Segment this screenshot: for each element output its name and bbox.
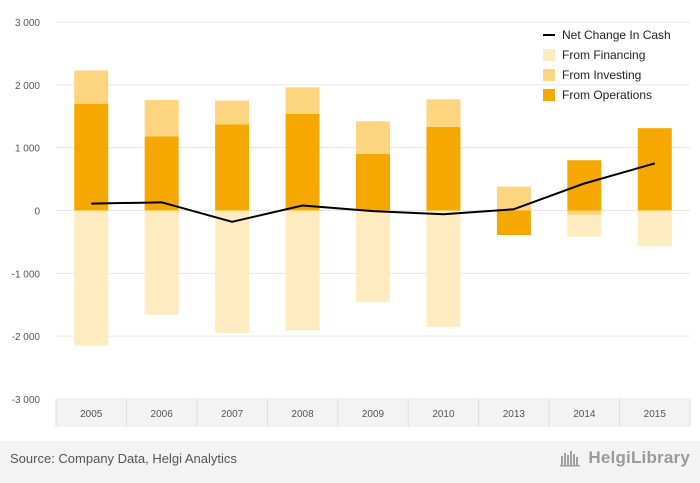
y-tick-label: -1 000 (12, 269, 41, 280)
x-tick-label: 2005 (80, 409, 103, 420)
bar-from-financing-2010[interactable] (426, 210, 461, 327)
y-tick-label: -2 000 (12, 332, 41, 343)
x-tick-label: 2014 (573, 409, 596, 420)
y-tick-label: 2 000 (15, 81, 40, 92)
bar-from-financing-2006[interactable] (144, 210, 179, 315)
legend-square-swatch (543, 49, 555, 61)
bar-from-investing-2013[interactable] (496, 186, 531, 211)
bar-from-operations-2005[interactable] (74, 103, 109, 211)
footer: Source: Company Data, Helgi Analytics He… (0, 441, 700, 483)
bar-from-financing-2008[interactable] (285, 210, 320, 331)
x-tick-label: 2007 (221, 409, 244, 420)
y-tick-label: 3 000 (15, 18, 40, 29)
brand-name: HelgiLibrary (588, 448, 690, 467)
bar-from-operations-2009[interactable] (356, 153, 390, 211)
bar-from-operations-2015[interactable] (637, 128, 672, 211)
x-tick-label: 2010 (432, 409, 455, 420)
bar-from-financing-2015[interactable] (637, 210, 672, 247)
x-tick-label: 2013 (503, 409, 526, 420)
legend-item[interactable]: Net Change In Cash (543, 28, 671, 42)
legend-square-swatch (543, 69, 555, 81)
bar-from-financing-2009[interactable] (356, 210, 390, 303)
y-tick-label: -3 000 (12, 395, 41, 406)
y-tick-label: 0 (34, 207, 40, 218)
x-axis-band (56, 399, 690, 427)
legend-item[interactable]: From Financing (543, 48, 645, 62)
net-change-polyline[interactable] (91, 162, 656, 223)
legend-item[interactable]: From Investing (543, 68, 641, 82)
library-logo-icon (560, 451, 581, 467)
x-tick-label: 2006 (151, 409, 174, 420)
x-tick-label: 2015 (644, 409, 667, 420)
source-note: Source: Company Data, Helgi Analytics (10, 451, 237, 466)
x-tick-label: 2008 (291, 409, 314, 420)
bar-from-operations-2006[interactable] (144, 136, 179, 211)
bar-from-investing-2014[interactable] (567, 210, 602, 215)
x-tick-label: 2009 (362, 409, 385, 420)
legend: Net Change In Cash From Financing From Inv… (543, 28, 671, 102)
bar-from-investing-2007[interactable] (215, 100, 250, 125)
legend-item[interactable]: From Operations (543, 88, 652, 102)
bar-from-operations-2010[interactable] (426, 126, 461, 211)
bar-from-financing-2007[interactable] (215, 210, 250, 334)
bar-from-operations-2008[interactable] (285, 113, 320, 211)
bars (74, 70, 672, 346)
bar-from-operations-2013[interactable] (496, 210, 531, 236)
bar-from-financing-2005[interactable] (74, 210, 109, 346)
bar-from-operations-2014[interactable] (567, 160, 602, 211)
legend-label: From Investing (562, 68, 641, 82)
bar-from-financing-2014[interactable] (567, 214, 602, 237)
bar-from-investing-2009[interactable] (356, 121, 390, 154)
legend-label: From Financing (562, 48, 645, 62)
brand-logo[interactable]: HelgiLibrary (560, 448, 690, 468)
net-change-line (91, 162, 656, 223)
bar-from-investing-2008[interactable] (285, 87, 320, 114)
x-axis: 2005 2006 2007 2008 2009 2010 2013 2014 2015 (55, 399, 691, 427)
legend-label: From Operations (562, 88, 652, 102)
bar-from-operations-2007[interactable] (215, 124, 250, 211)
legend-square-swatch (543, 89, 555, 101)
bar-from-investing-2006[interactable] (144, 99, 179, 137)
y-axis: 3 000 2 000 1 000 0 -1 000 -2 000 -3 000 (12, 18, 41, 406)
y-tick-label: 1 000 (15, 144, 40, 155)
bar-from-investing-2005[interactable] (74, 70, 109, 104)
legend-label: Net Change In Cash (562, 28, 671, 42)
bar-from-investing-2010[interactable] (426, 99, 461, 127)
